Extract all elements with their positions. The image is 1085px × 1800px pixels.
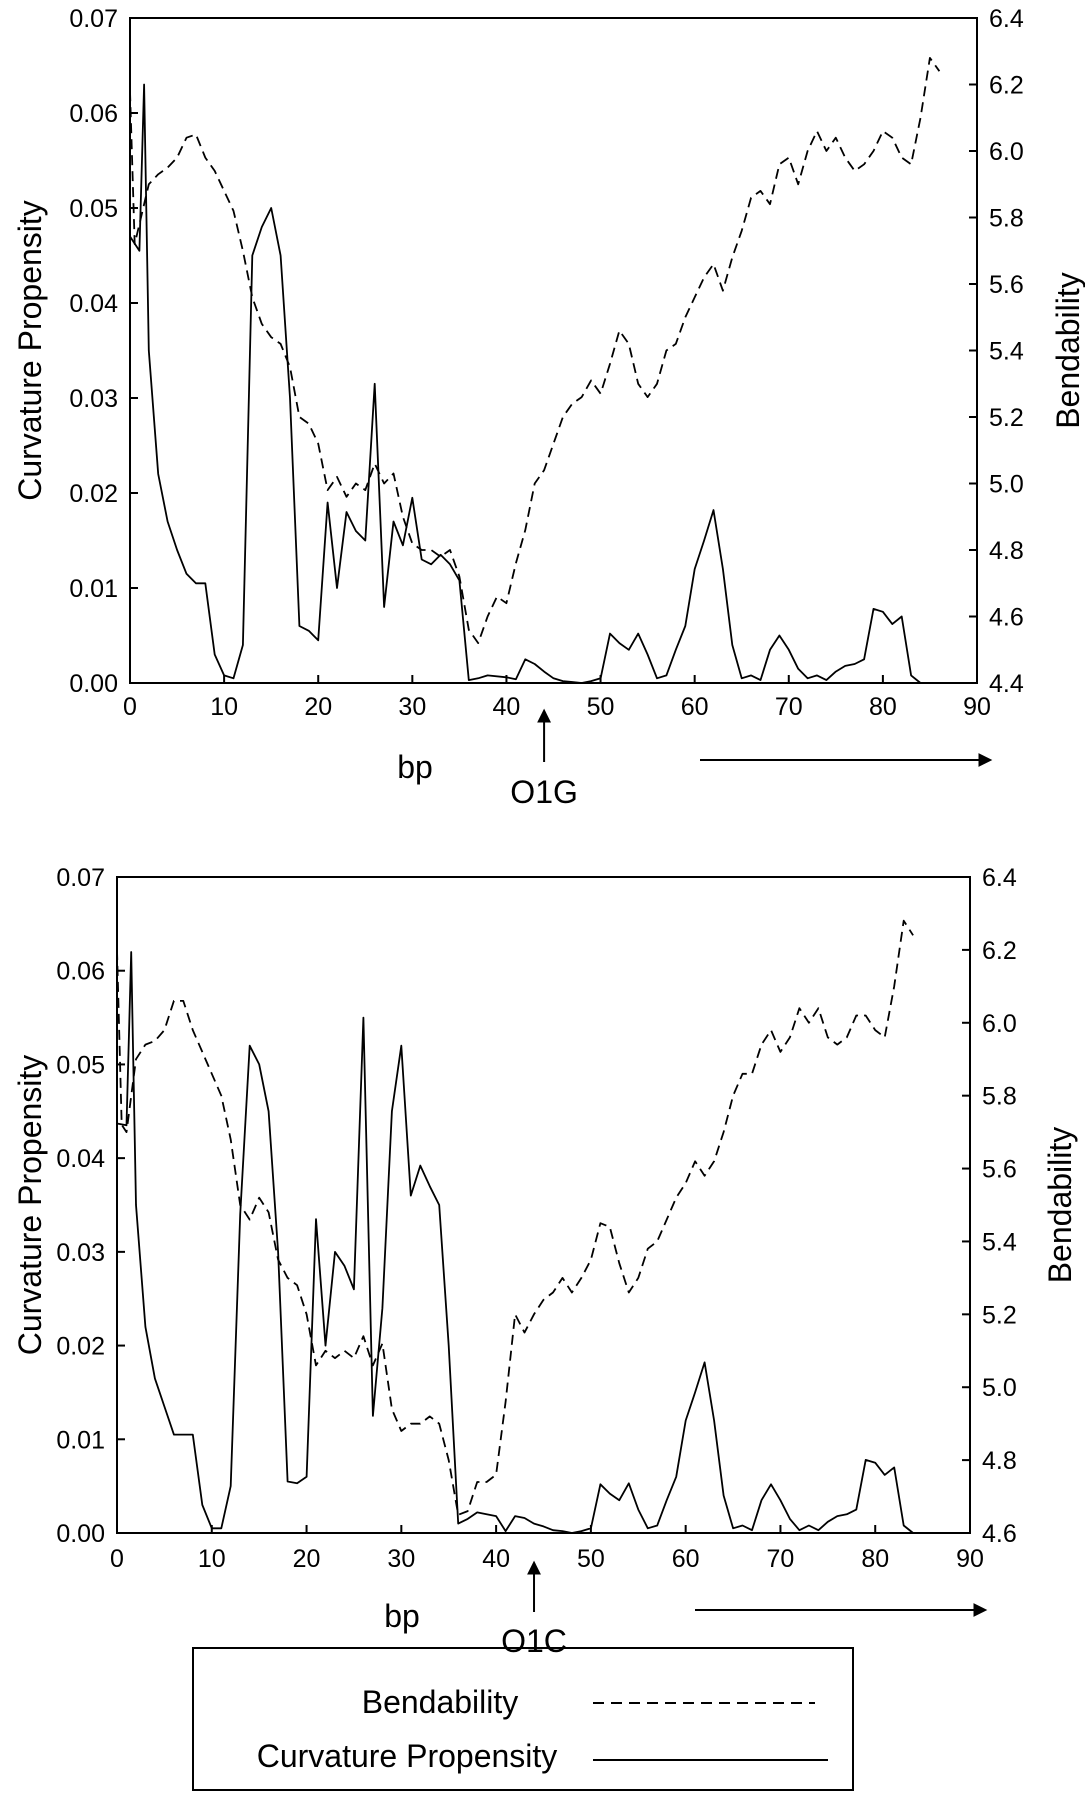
x-tick-label: 10 — [198, 1545, 226, 1573]
y2-tick-label: 4.6 — [982, 1520, 1017, 1548]
x-tick-label: 60 — [672, 1545, 700, 1573]
y-tick-label: 0.05 — [69, 195, 118, 223]
x-tick-label: 40 — [482, 1545, 510, 1573]
y-tick-label: 0.02 — [69, 480, 118, 508]
x-tick-label: 0 — [110, 1545, 124, 1573]
x-tick-label: 60 — [681, 693, 709, 721]
plot-frame — [116, 876, 971, 1534]
annotation-label: O1C — [501, 1623, 567, 1659]
y2-tick-label: 6.0 — [982, 1010, 1017, 1038]
y-tick-label: 0.00 — [69, 670, 118, 698]
y2-tick-label: 4.4 — [989, 670, 1024, 698]
x-tick-label: 90 — [956, 1545, 984, 1573]
y-tick-label: 0.02 — [56, 1333, 105, 1361]
x-tick-label: 40 — [493, 693, 521, 721]
y-tick-label: 0.05 — [56, 1051, 105, 1079]
y2-tick-label: 5.0 — [989, 471, 1024, 499]
chart-top: 0 10 20 30 40 50 60 70 80 90 0.00 0.01 0.02 0.03 0.04 0… — [12, 5, 1085, 810]
y2-axis-title: Bendability — [1042, 1127, 1078, 1284]
y-tick-label: 0.04 — [56, 1145, 105, 1173]
x-tick-label: 50 — [587, 693, 615, 721]
x-tick-label: 70 — [775, 693, 803, 721]
y2-tick-label: 4.6 — [989, 604, 1024, 632]
bendability-line — [129, 57, 941, 644]
annotation-label: O1G — [510, 774, 578, 810]
y-axis-title: Curvature Propensity — [12, 200, 48, 501]
y2-axis-title: Bendability — [1050, 272, 1085, 429]
legend-label-curvature: Curvature Propensity — [257, 1738, 558, 1774]
y-tick-label: 0.03 — [56, 1239, 105, 1267]
chart-bottom: 0 10 20 30 40 50 60 70 80 90 0.00 0.01 0.02 0.03 0.04 0… — [12, 864, 1078, 1659]
y-axis-title: Curvature Propensity — [12, 1055, 48, 1356]
y2-tick-label: 6.2 — [989, 72, 1024, 100]
y-tick-label: 0.04 — [69, 290, 118, 318]
y2-tick-label: 6.2 — [982, 937, 1017, 965]
x-tick-label: 0 — [123, 693, 137, 721]
legend-label-bendability: Bendability — [362, 1684, 519, 1720]
x-tick-label: 20 — [304, 693, 332, 721]
y-tick-label: 0.01 — [56, 1426, 105, 1454]
x-axis-title: bp — [397, 749, 433, 785]
y2-tick-label: 6.0 — [989, 138, 1024, 166]
legend-box — [192, 1647, 854, 1791]
y-tick-label: 0.06 — [56, 958, 105, 986]
x-tick-label: 80 — [869, 693, 897, 721]
bendability-line — [116, 919, 914, 1516]
y2-tick-label: 5.6 — [989, 271, 1024, 299]
y-tick-label: 0.07 — [69, 5, 118, 33]
legend: Bendability Curvature Propensity — [192, 1647, 854, 1791]
x-tick-label: 70 — [767, 1545, 795, 1573]
y2-tick-label: 5.2 — [989, 404, 1024, 432]
x-tick-label: 10 — [210, 693, 238, 721]
x-tick-label: 90 — [963, 693, 991, 721]
curvature-propensity-line — [129, 83, 930, 684]
x-tick-label: 50 — [577, 1545, 605, 1573]
plot-frame — [129, 17, 978, 684]
y-tick-label: 0.00 — [56, 1520, 105, 1548]
y2-tick-label: 4.8 — [989, 537, 1024, 565]
y2-tick-label: 4.8 — [982, 1447, 1017, 1475]
y2-tick-label: 5.6 — [982, 1156, 1017, 1184]
y2-tick-label: 5.8 — [989, 205, 1024, 233]
y2-tick-label: 5.4 — [982, 1228, 1017, 1256]
x-tick-label: 30 — [387, 1545, 415, 1573]
y-tick-label: 0.06 — [69, 100, 118, 128]
curvature-propensity-line — [116, 951, 923, 1534]
y2-tick-label: 6.4 — [982, 864, 1017, 892]
y-tick-label: 0.03 — [69, 385, 118, 413]
y2-tick-label: 5.2 — [982, 1301, 1017, 1329]
x-tick-label: 80 — [861, 1545, 889, 1573]
x-tick-label: 30 — [398, 693, 426, 721]
y2-tick-label: 5.0 — [982, 1374, 1017, 1402]
x-tick-label: 20 — [293, 1545, 321, 1573]
y-tick-label: 0.07 — [56, 864, 105, 892]
y2-tick-label: 5.4 — [989, 338, 1024, 366]
x-axis-title: bp — [384, 1598, 420, 1634]
y2-tick-label: 6.4 — [989, 5, 1024, 33]
y2-tick-label: 5.8 — [982, 1083, 1017, 1111]
y-tick-label: 0.01 — [69, 575, 118, 603]
